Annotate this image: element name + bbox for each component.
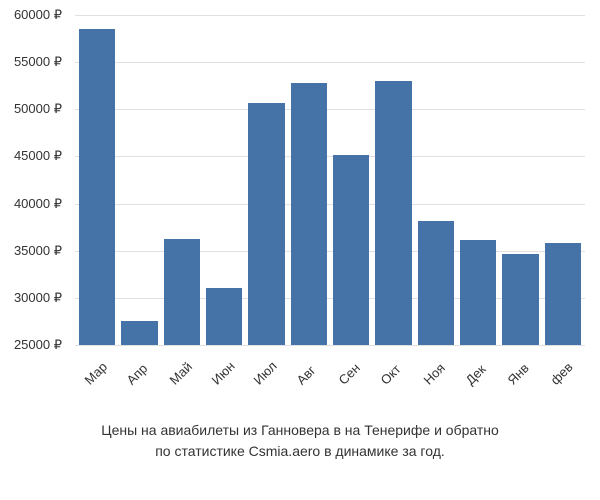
y-tick-label: 45000 ₽ bbox=[14, 148, 62, 164]
y-tick-label: 40000 ₽ bbox=[14, 196, 62, 212]
y-tick-label: 50000 ₽ bbox=[14, 101, 62, 117]
y-axis: 25000 ₽30000 ₽35000 ₽40000 ₽45000 ₽50000… bbox=[0, 15, 70, 345]
caption-line-1: Цены на авиабилеты из Ганновера в на Тен… bbox=[10, 420, 590, 441]
grid-line bbox=[75, 345, 585, 346]
y-tick-label: 35000 ₽ bbox=[14, 243, 62, 259]
bar bbox=[121, 321, 157, 345]
y-tick-label: 30000 ₽ bbox=[14, 290, 62, 306]
y-tick-label: 25000 ₽ bbox=[14, 337, 62, 353]
bar bbox=[333, 155, 369, 345]
chart-area bbox=[75, 15, 585, 345]
bar bbox=[164, 239, 200, 345]
bar bbox=[375, 81, 411, 345]
chart-caption: Цены на авиабилеты из Ганновера в на Тен… bbox=[0, 420, 600, 462]
bar bbox=[460, 240, 496, 345]
bar bbox=[502, 254, 538, 345]
bar bbox=[418, 221, 454, 345]
y-tick-label: 55000 ₽ bbox=[14, 54, 62, 70]
x-axis: МарАпрМайИюнИюлАвгСенОктНояДекЯнвфев bbox=[75, 350, 585, 410]
y-tick-label: 60000 ₽ bbox=[14, 7, 62, 23]
bar bbox=[545, 243, 581, 345]
bar bbox=[79, 29, 115, 345]
caption-line-2: по статистике Csmia.aero в динамике за г… bbox=[10, 441, 590, 462]
bar bbox=[206, 288, 242, 345]
bars-container bbox=[75, 15, 585, 345]
bar bbox=[248, 103, 284, 345]
bar bbox=[291, 83, 327, 345]
